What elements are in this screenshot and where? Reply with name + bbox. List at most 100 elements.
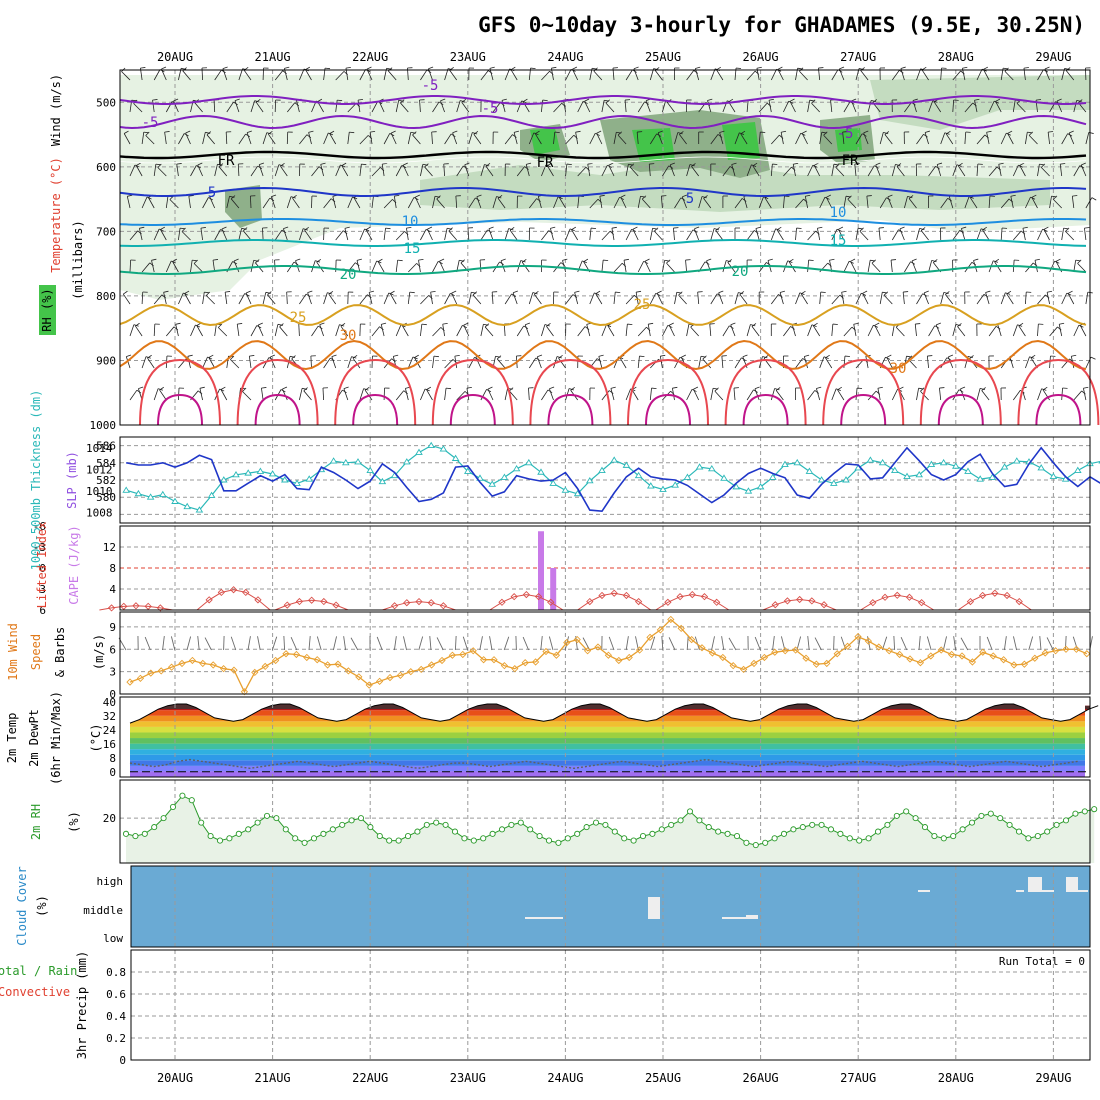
wind-barb-flag xyxy=(775,387,781,391)
tick-label: 900 xyxy=(96,354,116,367)
wind-barb-flag xyxy=(560,262,566,266)
wind-barb xyxy=(623,260,627,273)
wind-barb xyxy=(587,164,591,177)
wind-barb xyxy=(710,388,714,401)
wind-barb xyxy=(860,70,869,81)
li-line xyxy=(577,592,652,611)
wind10m-barb xyxy=(316,636,322,651)
wind-barb-flag xyxy=(835,163,840,168)
wind-barb xyxy=(837,389,845,401)
wind10m-marker xyxy=(999,656,1008,664)
wind-barb xyxy=(461,102,470,113)
wind-barb-flag xyxy=(826,194,831,198)
wind-barb-flag xyxy=(569,228,575,232)
wind-barb-flag xyxy=(188,195,194,197)
wind10m-marker xyxy=(979,648,987,656)
wind-barb xyxy=(190,165,197,177)
wind-barb-flag xyxy=(755,226,761,229)
wind-barb-flag xyxy=(766,262,771,266)
thickness-marker xyxy=(586,476,594,484)
wind-barb xyxy=(891,324,895,337)
wind-barb xyxy=(467,228,470,241)
wind-barb-flag xyxy=(801,290,806,295)
wind-barb-flag xyxy=(357,98,364,101)
wind-barb-flag xyxy=(670,162,676,166)
thickness-marker xyxy=(1074,466,1082,473)
rh2m-marker xyxy=(743,839,750,846)
wind-barb-flag xyxy=(136,162,141,166)
wind-barb xyxy=(1004,71,1014,81)
wind-barb xyxy=(629,166,639,177)
wind-barb xyxy=(200,228,203,241)
wind-barb-flag xyxy=(230,355,235,360)
wind-barb xyxy=(456,165,464,177)
wind-barb-flag xyxy=(562,258,568,261)
wind-barb xyxy=(322,387,324,401)
wind-barb-flag xyxy=(605,99,610,104)
wind-barb xyxy=(1065,231,1075,241)
wind-barb xyxy=(400,102,409,113)
temp2m-band xyxy=(130,743,1090,750)
contour-35-arch xyxy=(1017,358,1100,426)
wind-barb-flag xyxy=(788,258,794,263)
wind-barb-flag xyxy=(547,162,552,167)
wind-barb-flag xyxy=(466,386,472,389)
tick-label: 3 xyxy=(109,666,116,679)
wind-barb xyxy=(246,132,252,145)
wind-barb-flag xyxy=(1072,195,1078,197)
wind-barb xyxy=(238,133,246,145)
wind-barb xyxy=(662,260,666,273)
wind-barb-flag xyxy=(220,386,226,390)
wind-barb-flag xyxy=(863,130,869,134)
wind-barb xyxy=(764,197,772,209)
wind-barb xyxy=(303,390,312,401)
bottom-date-label: 29AUG xyxy=(1035,1071,1071,1085)
wind-barb-flag xyxy=(415,194,421,198)
wind-barb xyxy=(534,133,542,145)
wind-barb-flag xyxy=(681,354,687,358)
wind-barb-flag xyxy=(243,227,248,232)
wind-barb-flag xyxy=(131,99,137,102)
thickness-marker xyxy=(329,457,338,464)
wind-barb xyxy=(226,196,230,209)
wind-barb xyxy=(635,292,639,305)
wind-barb xyxy=(1083,388,1087,401)
li-marker xyxy=(403,599,411,607)
thickness-grid xyxy=(120,437,1090,523)
wind-barb xyxy=(830,100,833,113)
li-marker xyxy=(1003,591,1011,600)
wind10m-barb xyxy=(1072,636,1079,651)
wind-barb xyxy=(601,165,608,177)
contour-label: 15 xyxy=(830,233,847,249)
wind-barb xyxy=(752,165,760,177)
wind-barb-flag xyxy=(900,66,906,69)
wind10m-marker xyxy=(375,677,384,685)
li-marker xyxy=(676,593,684,601)
wind-barb-flag xyxy=(599,194,605,197)
thickness-marker xyxy=(878,458,887,466)
wind-barb xyxy=(679,134,687,145)
wind10m-barb xyxy=(926,636,932,651)
wind-barb xyxy=(165,196,169,209)
wind-barb-flag xyxy=(522,259,527,263)
wind-barb xyxy=(329,133,337,145)
wind-barb-flag xyxy=(487,386,493,390)
wind-barb xyxy=(928,100,934,113)
wind-barb xyxy=(617,134,627,145)
wind-barb-flag xyxy=(242,387,247,392)
rh2m-marker xyxy=(508,821,515,828)
wind-barb xyxy=(800,293,808,305)
wind10m-marker xyxy=(1072,645,1081,653)
wind-barb-flag xyxy=(615,291,621,293)
wind-barb xyxy=(549,388,554,401)
wind-barb xyxy=(719,132,724,145)
wind-barb-flag xyxy=(530,67,536,69)
wind-barb xyxy=(595,293,603,305)
wind-barb xyxy=(976,228,982,241)
wind-barb xyxy=(957,326,966,337)
li-marker xyxy=(120,602,128,610)
wind-barb xyxy=(269,356,276,369)
rh2m-marker xyxy=(376,833,383,840)
wind-barb xyxy=(831,324,834,337)
